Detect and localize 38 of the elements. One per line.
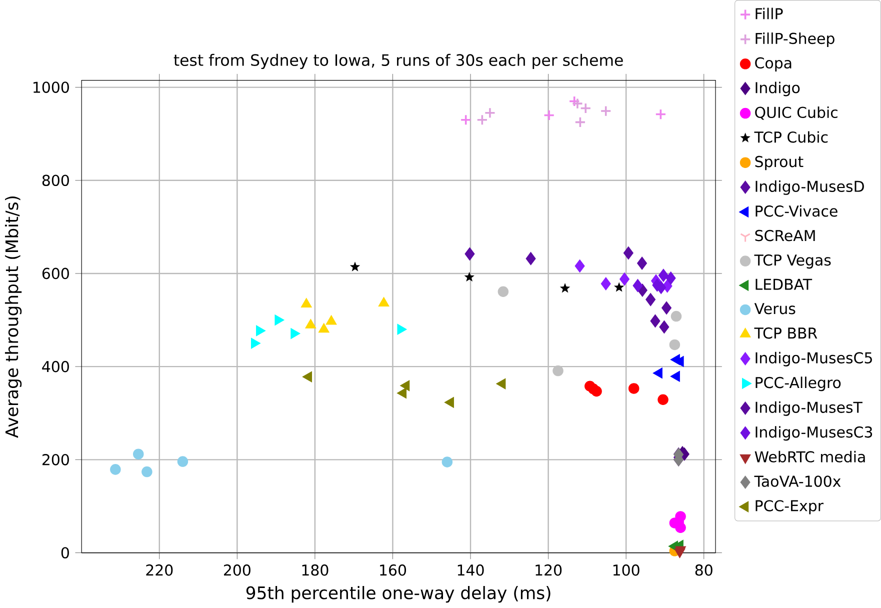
legend-label: LEDBAT bbox=[756, 279, 812, 290]
chart-title: test from Sydney to Iowa, 5 runs of 30s each per scheme bbox=[174, 54, 623, 70]
x-tick-label: 120 bbox=[536, 564, 562, 576]
legend-label: QUIC Cubic bbox=[755, 106, 838, 120]
x-tick-label: 200 bbox=[224, 564, 250, 576]
x-tick-label: 80 bbox=[695, 564, 712, 576]
legend-label: FillP-Sheep bbox=[756, 32, 834, 48]
legend-label: PCC-Expr bbox=[756, 500, 824, 514]
legend-label: Sprout bbox=[755, 156, 804, 170]
y-tick-label: 600 bbox=[42, 268, 69, 280]
x-tick-label: 220 bbox=[146, 564, 173, 576]
legend-label: TaoVA-100x bbox=[754, 476, 841, 488]
legend-label: PCC-Allegro bbox=[756, 376, 841, 392]
legend-label: Indigo-MusesC5 bbox=[756, 352, 872, 367]
y-tick-label: 800 bbox=[42, 174, 69, 186]
y-tick-label: 200 bbox=[42, 454, 69, 466]
legend-label: Copa bbox=[755, 57, 792, 72]
legend-label: WebRTC media bbox=[754, 451, 865, 463]
legend-label: Indigo bbox=[756, 82, 800, 96]
y-axis-title: Average throughput (Mbit/s) bbox=[4, 196, 22, 438]
x-axis-title: 95th percentile one-way delay (ms) bbox=[246, 586, 550, 603]
y-tick-label: 0 bbox=[61, 547, 69, 559]
legend-label: TCP Vegas bbox=[754, 254, 831, 269]
y-tick-label: 400 bbox=[42, 361, 69, 372]
x-tick-label: 160 bbox=[380, 564, 406, 576]
x-tick-label: 100 bbox=[613, 564, 640, 576]
legend-label: Indigo-MusesC3 bbox=[756, 426, 872, 441]
x-tick-label: 140 bbox=[458, 564, 484, 576]
legend-label: Verus bbox=[754, 303, 796, 314]
legend-label: PCC-Vivace bbox=[756, 205, 838, 217]
y-tick-label: 1000 bbox=[34, 82, 69, 94]
legend-label: SCReAM bbox=[755, 230, 815, 242]
legend-label: Indigo-MusesT bbox=[756, 402, 862, 416]
legend-label: FillP bbox=[756, 8, 783, 20]
legend-label: TCP Cubic bbox=[754, 131, 828, 143]
legend-label: TCP BBR bbox=[754, 328, 818, 339]
legend-label: Indigo-MusesD bbox=[756, 180, 864, 196]
x-tick-label: 180 bbox=[302, 564, 328, 576]
